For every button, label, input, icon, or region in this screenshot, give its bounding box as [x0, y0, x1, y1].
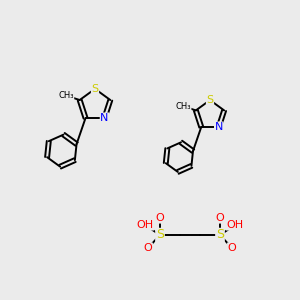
Text: S: S: [156, 229, 164, 242]
Text: OH: OH: [226, 220, 244, 230]
Text: S: S: [92, 84, 99, 94]
Text: O: O: [156, 213, 164, 223]
Text: O: O: [228, 243, 236, 253]
Text: CH₃: CH₃: [58, 91, 74, 100]
Text: S: S: [156, 229, 164, 242]
Text: O: O: [144, 243, 152, 253]
Text: S: S: [216, 229, 224, 242]
Text: OH: OH: [136, 220, 154, 230]
Text: N: N: [214, 122, 223, 132]
Text: S: S: [206, 95, 214, 105]
Text: CH₃: CH₃: [176, 102, 191, 111]
Text: O: O: [216, 213, 224, 223]
Text: S: S: [216, 229, 224, 242]
Text: N: N: [100, 113, 109, 123]
